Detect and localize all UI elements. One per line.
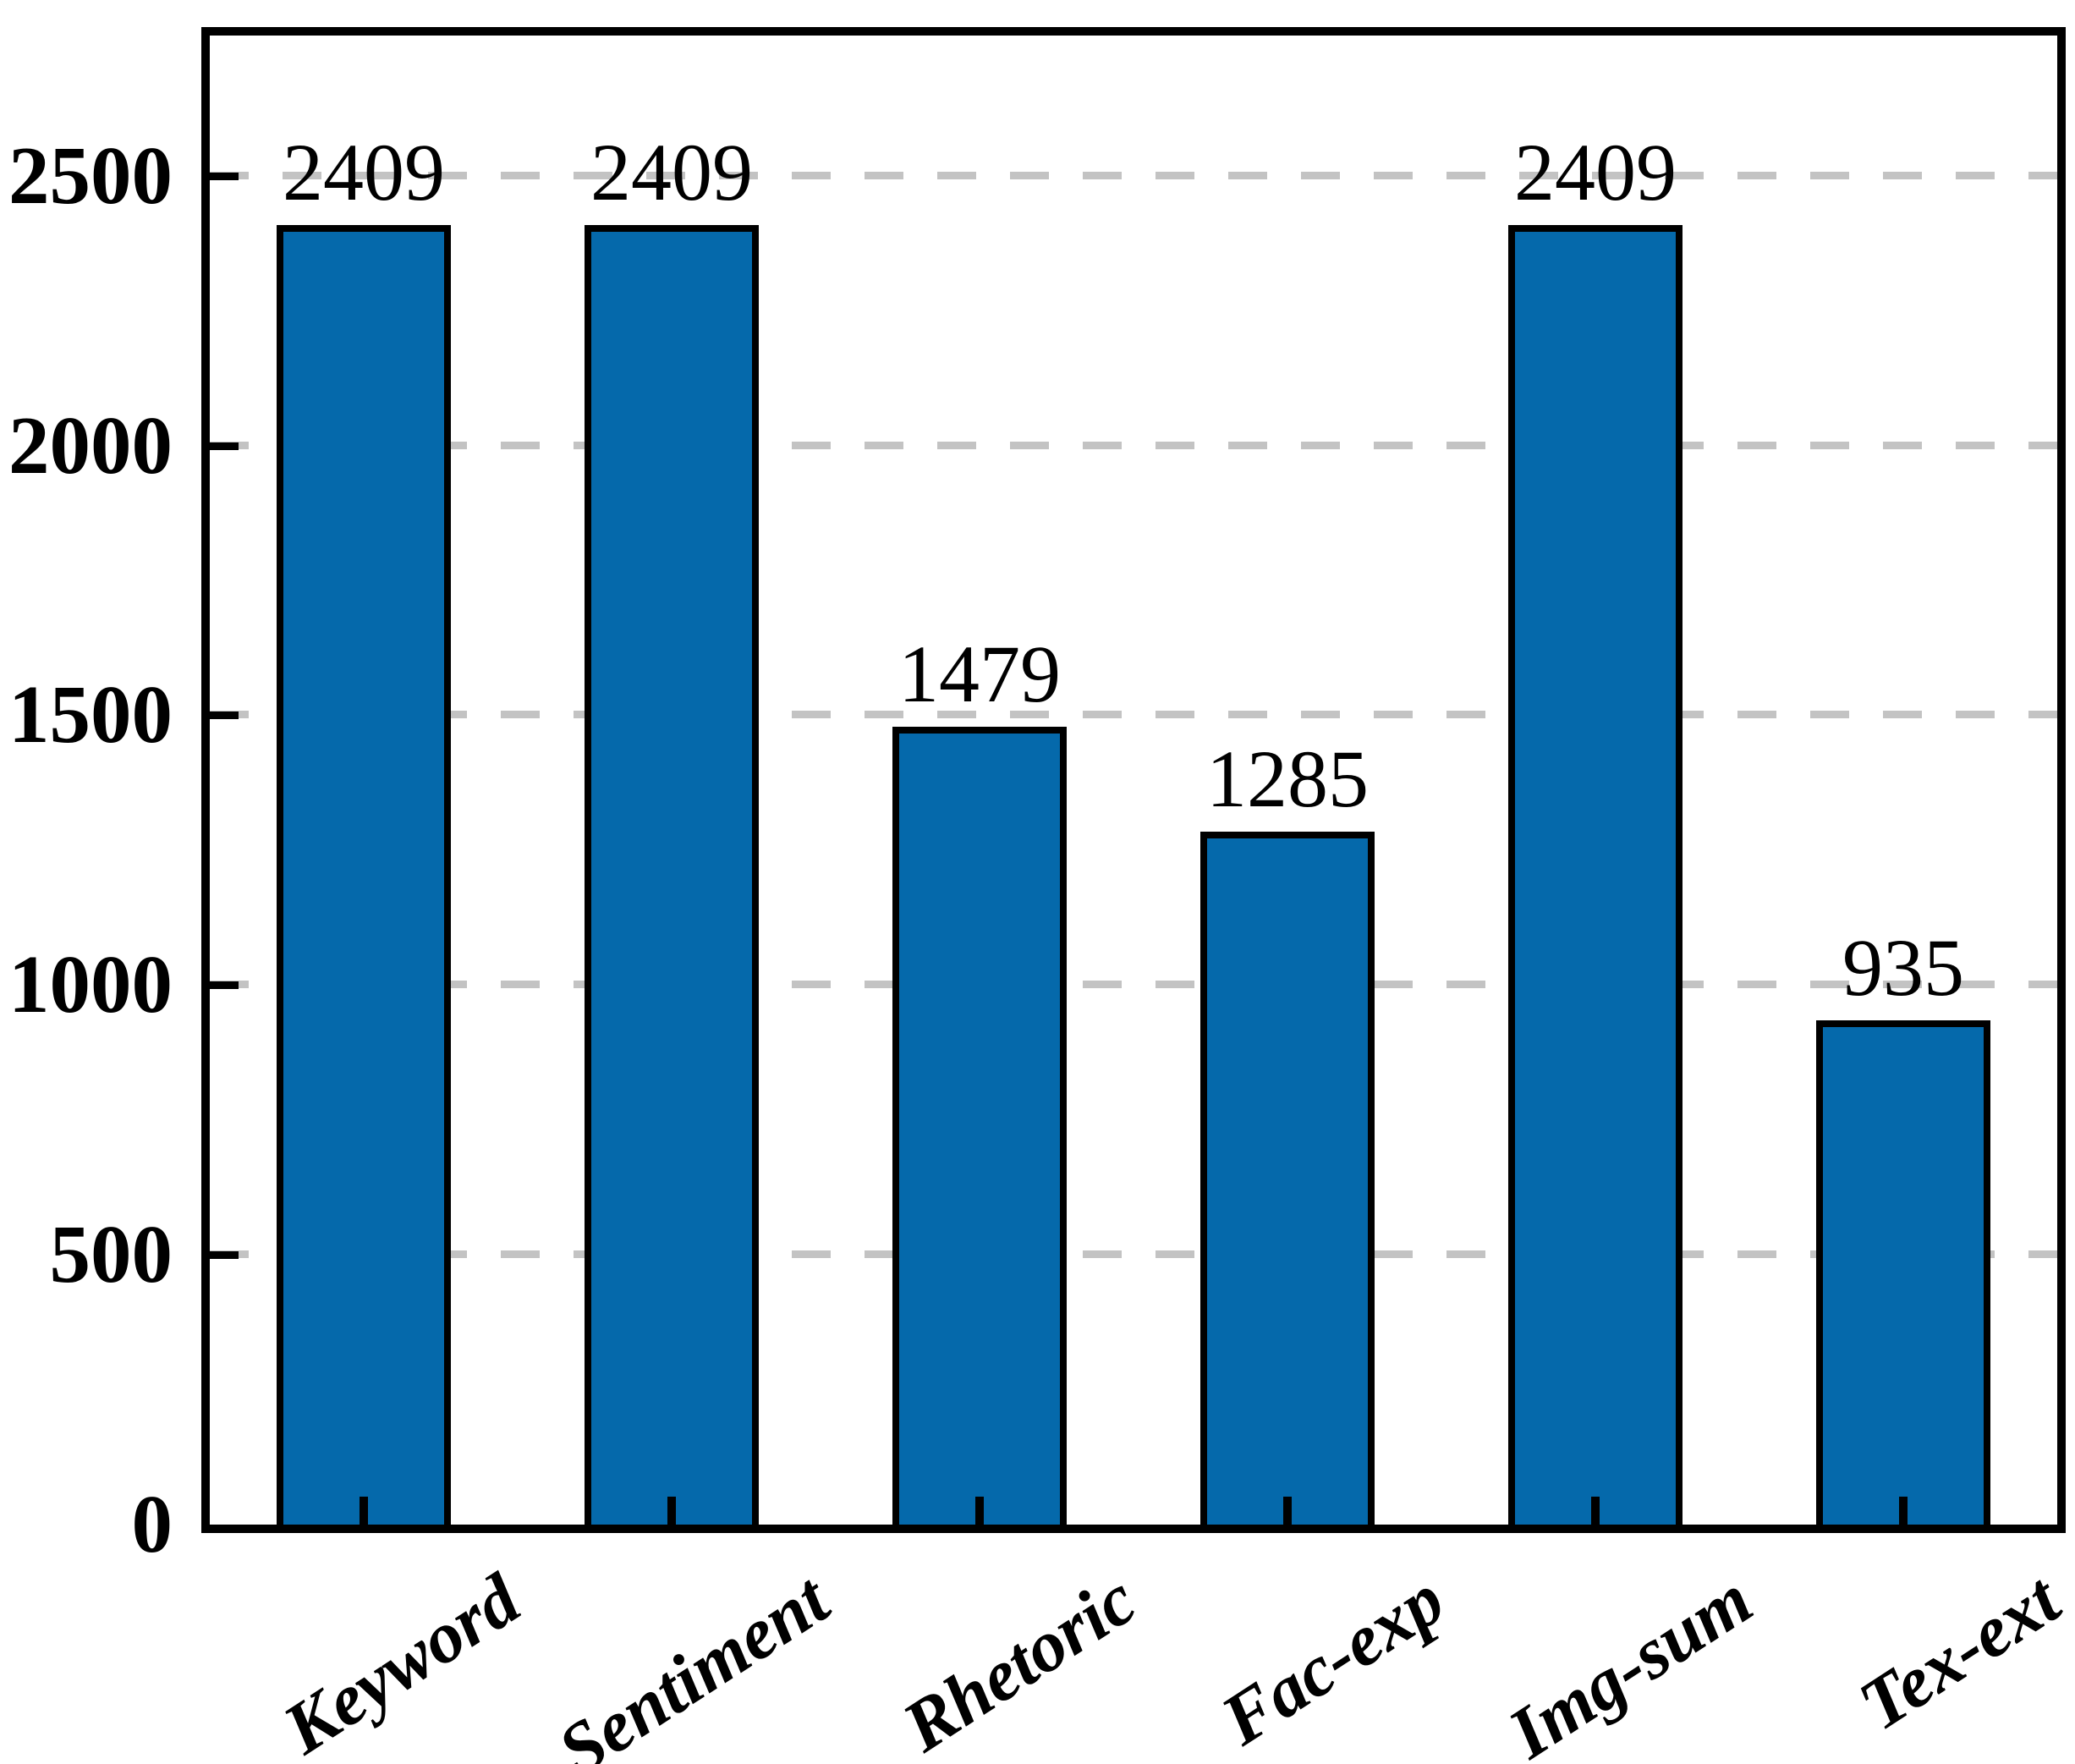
x-tick-label-rhetoric: Rhetoric [888,1558,1150,1764]
x-axis-tick [360,1497,368,1525]
y-axis-tick [210,1251,239,1260]
x-axis-tick [1899,1497,1908,1525]
y-tick-label: 2500 [8,129,173,221]
x-tick-label-keyword: Keyword [269,1558,535,1764]
gridline [210,441,2057,449]
bar-value-label: 2409 [590,127,753,217]
bar-value-label: 1285 [1206,734,1369,824]
gridline [210,711,2057,719]
bar-tex-ext [1816,1020,1990,1525]
bar-value-label: 1479 [898,629,1061,719]
bar-sentiment [585,225,759,1525]
x-axis-tick [975,1497,984,1525]
y-tick-label: 500 [49,1209,173,1300]
x-tick-label-fac-exp: Fac-exp [1206,1558,1458,1761]
x-tick-label-sentiment: Sentiment [543,1558,843,1764]
x-tick-label-img-sum: Img-sum [1494,1558,1766,1764]
bar-fac-exp [1200,832,1375,1525]
x-tick-label-tex-ext: Tex-ext [1845,1558,2074,1746]
y-tick-label: 2000 [8,399,173,491]
y-axis-tick [210,442,239,450]
x-axis-tick [667,1497,676,1525]
y-axis-tick [210,172,239,180]
bar-rhetoric [892,727,1067,1525]
gridline [210,1250,2057,1259]
y-tick-label: 1000 [8,939,173,1030]
y-axis-tick [210,981,239,990]
y-tick-label: 1500 [8,669,173,761]
bar-img-sum [1508,225,1683,1525]
bar-keyword [277,225,451,1525]
plot-area: 2409 2409 1479 1285 2409 935 [201,27,2066,1533]
bar-value-label: 2409 [1514,127,1677,217]
gridline [210,171,2057,179]
gridline [210,981,2057,989]
bar-value-label: 935 [1842,922,1964,1013]
x-axis-tick [1591,1497,1600,1525]
y-tick-label: 0 [131,1479,173,1569]
y-axis-tick [210,712,239,720]
x-axis-tick [1283,1497,1292,1525]
bar-value-label: 2409 [283,127,445,217]
